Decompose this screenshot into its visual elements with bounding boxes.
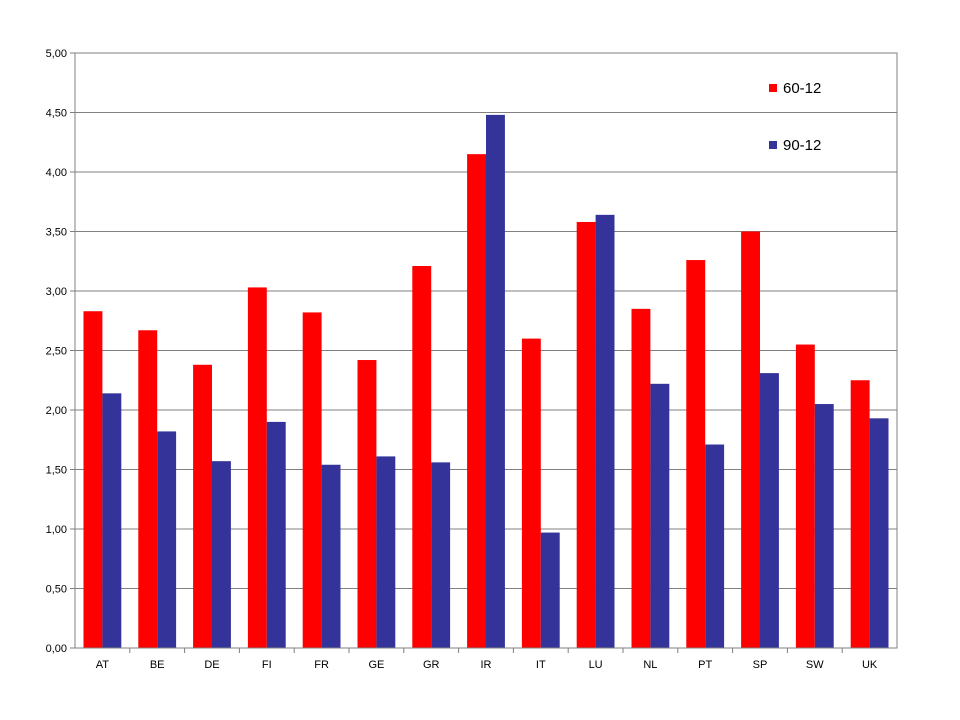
x-axis-ticks: AT BE DE FI FR GE GR IR IT LU NL PT SP SW UK	[96, 648, 878, 671]
x-tick-label: IR	[481, 659, 492, 671]
x-tick-label: UK	[862, 659, 878, 671]
legend-label-60-12: 60-12	[783, 80, 821, 97]
bar-60-12-SP	[741, 231, 760, 648]
x-tick-label: IT	[536, 659, 546, 671]
bar-90-12-FR	[321, 464, 341, 648]
legend-swatch-90-12	[769, 141, 777, 149]
y-tick-label: 4,50	[46, 108, 67, 120]
bar-60-12-FI	[247, 287, 267, 648]
bar-60-12-IT	[521, 338, 541, 648]
legend-label-90-12: 90-12	[783, 137, 821, 154]
x-tick-label: NL	[643, 659, 657, 671]
bar-90-12-GR	[431, 462, 451, 648]
bar-60-12-IR	[467, 154, 486, 648]
bar-60-12-NL	[631, 308, 651, 648]
y-tick-label: 5,00	[46, 48, 67, 60]
x-tick-label: FR	[314, 659, 329, 671]
bar-90-12-FI	[266, 421, 286, 648]
bar-60-12-DE	[193, 364, 212, 648]
x-tick-label: LU	[589, 659, 603, 671]
bar-60-12-PT	[686, 260, 706, 648]
bar-60-12-SW	[795, 344, 815, 648]
y-tick-label: 3,00	[46, 286, 67, 298]
x-tick-label: SP	[753, 659, 768, 671]
x-tick-label: DE	[204, 659, 219, 671]
x-tick-label: PT	[698, 659, 712, 671]
bar-60-12-AT	[83, 311, 103, 648]
y-tick-label: 3,50	[46, 227, 67, 239]
bar-90-12-LU	[595, 214, 615, 648]
bar-60-12-BE	[138, 330, 158, 648]
y-tick-label: 0,00	[46, 643, 67, 655]
x-tick-label: AT	[96, 659, 110, 671]
bar-60-12-FR	[302, 312, 322, 648]
bar-60-12-LU	[576, 221, 596, 649]
bar-90-12-SW	[814, 404, 834, 648]
bar-90-12-UK	[869, 418, 889, 648]
bar-90-12-IT	[540, 532, 560, 648]
plot-area-border	[74, 52, 898, 649]
x-tick-label: SW	[806, 659, 824, 671]
y-tick-label: 1,00	[46, 524, 67, 536]
bar-90-12-DE	[212, 461, 231, 648]
bar-90-12-GE	[376, 456, 396, 648]
bar-60-12-GR	[412, 266, 432, 648]
legend-swatch-60-12	[769, 84, 777, 92]
x-tick-label: GR	[423, 659, 440, 671]
x-tick-label: GE	[368, 659, 384, 671]
bars	[83, 114, 889, 649]
bar-90-12-IR	[486, 114, 505, 648]
bar-60-12-GE	[357, 360, 377, 648]
y-tick-label: 4,00	[46, 167, 67, 179]
bar-90-12-SP	[760, 373, 779, 648]
bar-90-12-PT	[705, 444, 725, 648]
y-tick-label: 2,00	[46, 405, 67, 417]
legend: 60-12 90-12	[769, 80, 821, 154]
y-tick-label: 1,50	[46, 465, 67, 477]
x-tick-label: FI	[262, 659, 272, 671]
y-tick-label: 2,50	[46, 346, 67, 358]
y-tick-label: 0,50	[46, 584, 67, 596]
bar-90-12-AT	[102, 393, 122, 648]
bar-60-12-UK	[850, 380, 870, 648]
x-tick-label: BE	[150, 659, 165, 671]
y-axis-ticks: 0,00 0,50 1,00 1,50 2,00 2,50 3,00 3,50 4,00 4,50…	[46, 48, 75, 655]
bar-90-12-BE	[157, 431, 177, 648]
bar-90-12-NL	[650, 383, 670, 648]
